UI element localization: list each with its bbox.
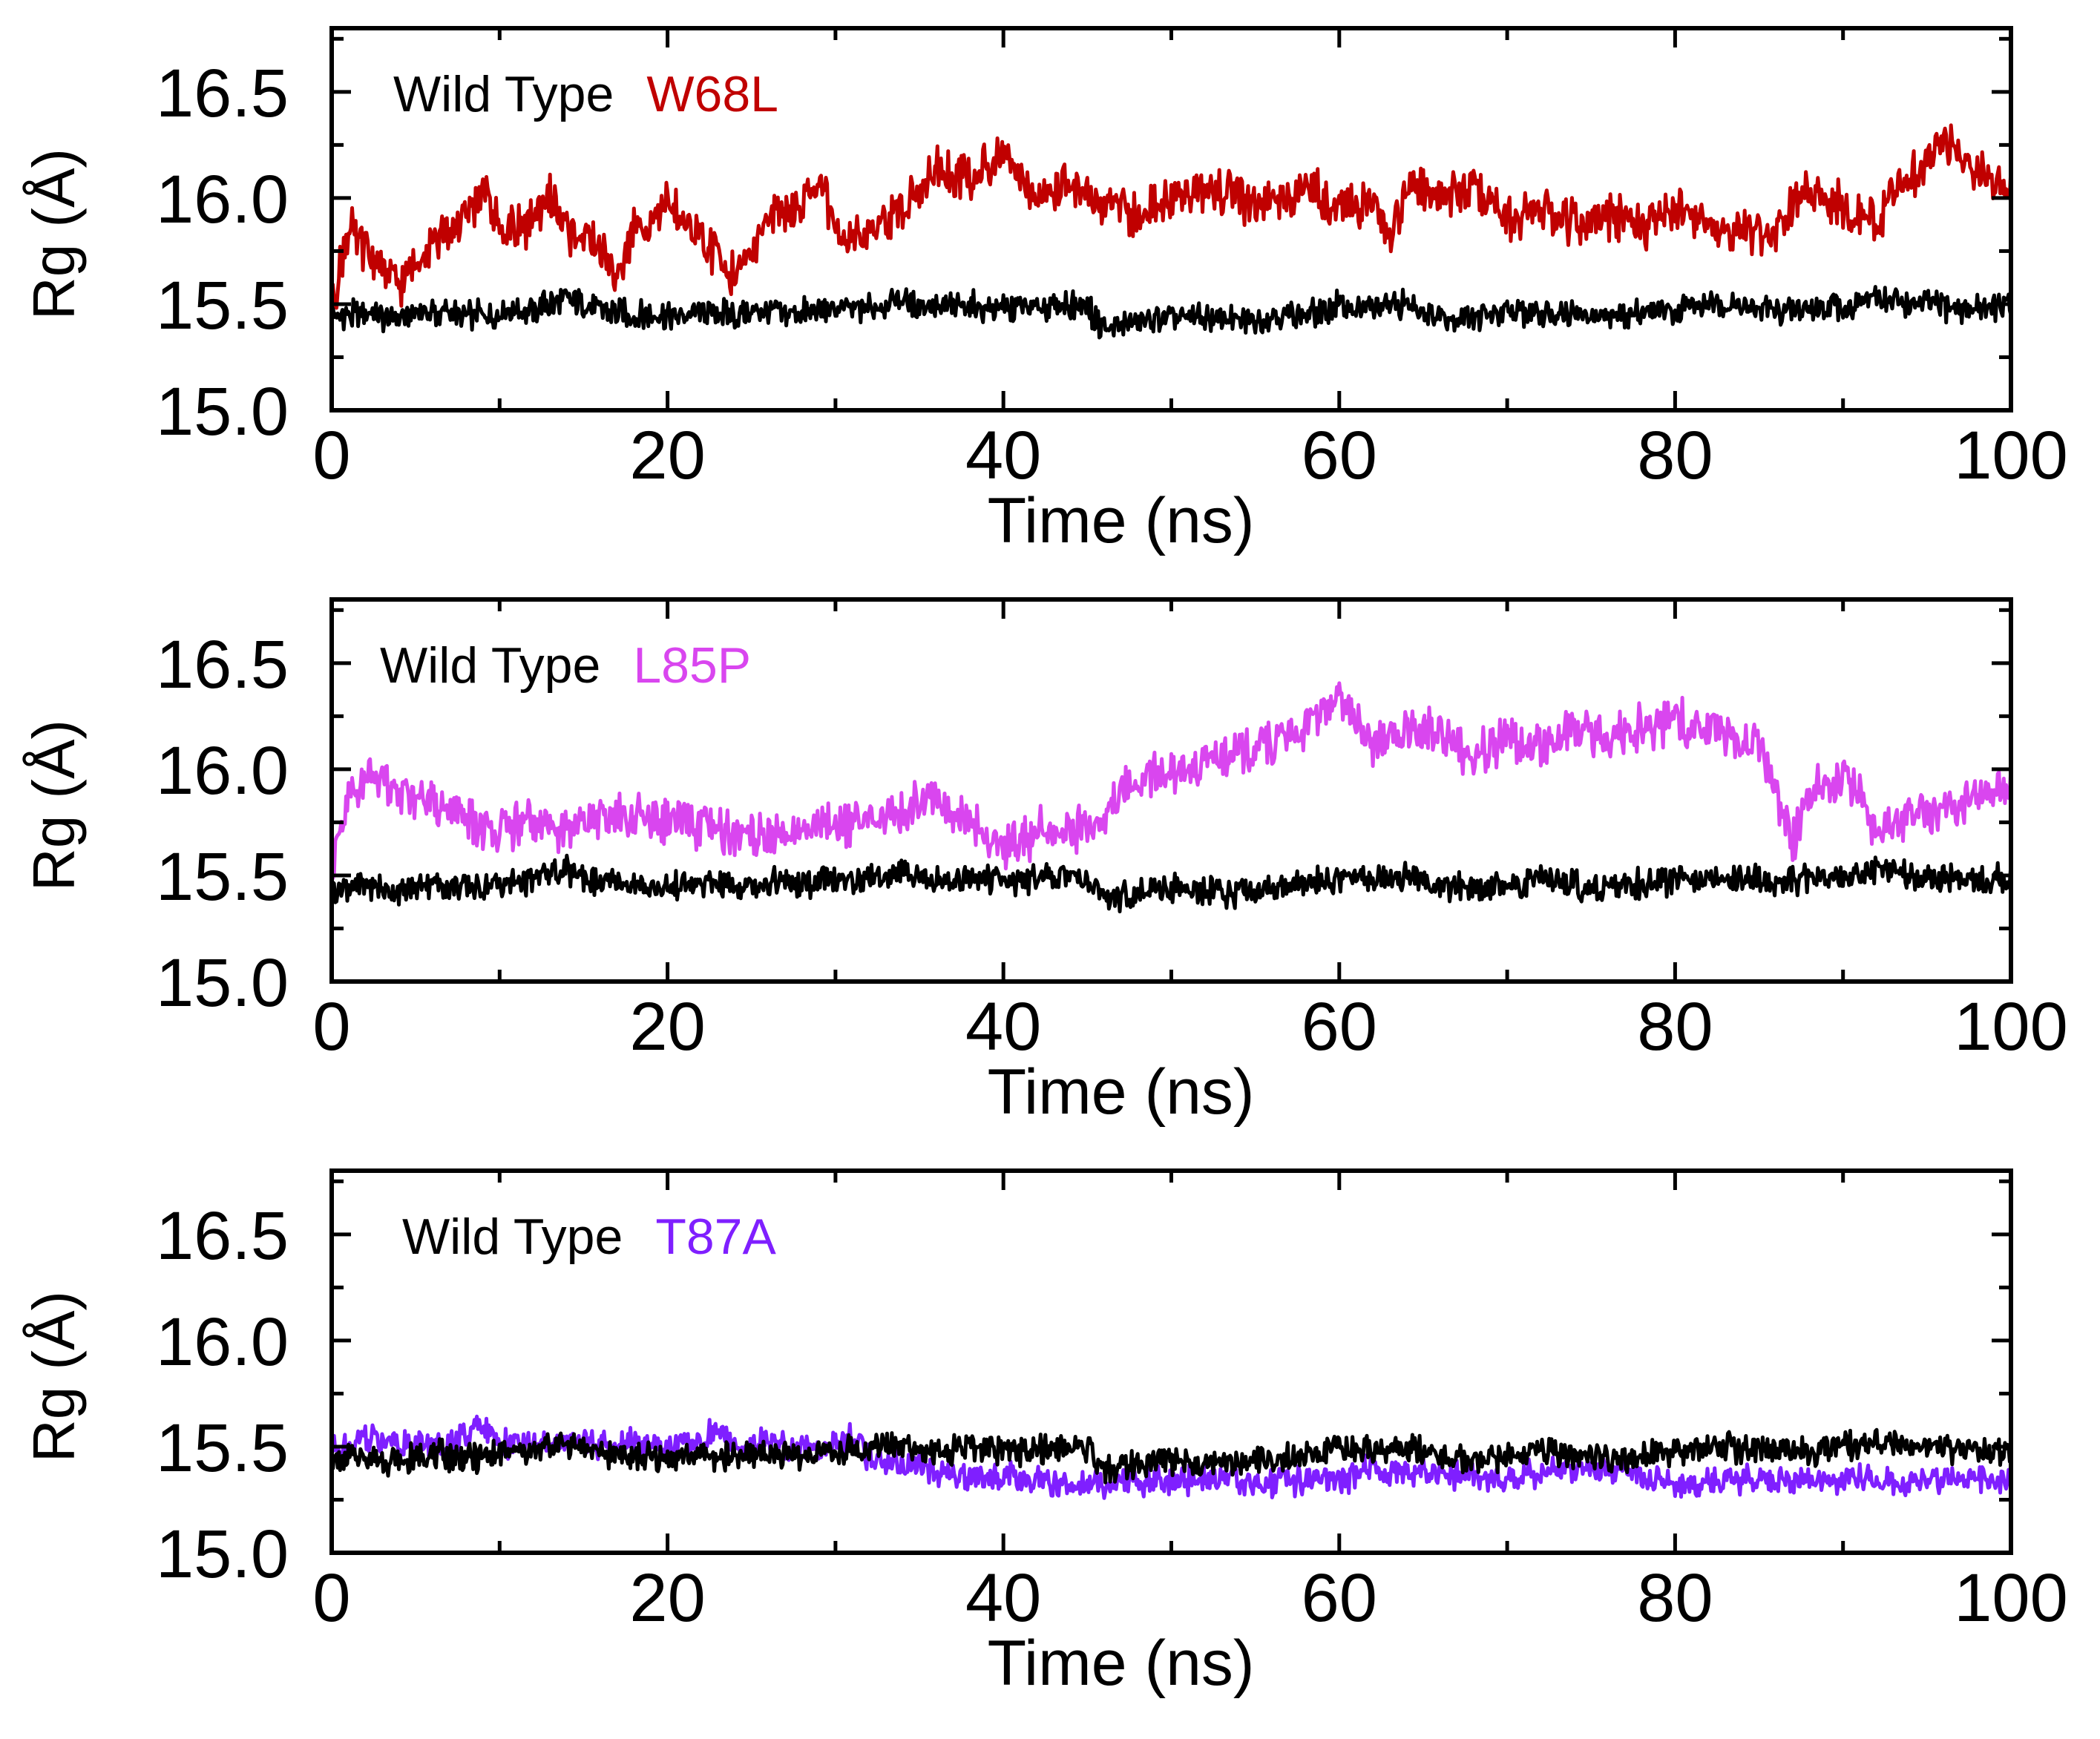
x-axis-label: Time (ns) [988, 1056, 1255, 1128]
x-tick-label: 0 [312, 1560, 350, 1636]
legend: Wild Type W68L [393, 66, 778, 122]
series-line-w68l [332, 123, 2011, 315]
y-tick-label: 15.0 [156, 374, 289, 450]
series-line-wild-type [332, 1427, 2011, 1485]
y-tick-label: 15.5 [156, 268, 289, 343]
x-tick-label: 100 [1954, 418, 2068, 493]
y-axis-label: Rg (Å) [21, 720, 87, 891]
y-tick-label: 15.0 [156, 1516, 289, 1592]
x-tick-label: 100 [1954, 1560, 2068, 1636]
x-tick-label: 40 [965, 1560, 1041, 1636]
y-tick-label: 15.5 [156, 1410, 289, 1486]
series-line-wild-type [332, 285, 2011, 340]
legend-label-mutant: L85P [633, 637, 751, 694]
y-tick-label: 16.5 [156, 1198, 289, 1274]
x-tick-label: 0 [312, 418, 350, 493]
legend: Wild Type L85P [380, 637, 751, 694]
series-line-l85p [332, 681, 2011, 881]
y-tick-label: 16.0 [156, 162, 289, 237]
y-tick-label: 16.0 [156, 1304, 289, 1380]
x-tick-label: 60 [1302, 1560, 1377, 1636]
y-axis-label: Rg (Å) [21, 148, 87, 320]
x-tick-label: 80 [1637, 1560, 1713, 1636]
y-tick-label: 15.0 [156, 945, 289, 1021]
panel-2: 0 20 40 60 80 100 15.0 15.5 16.0 16.5 Time (ns) Rg … [21, 597, 2068, 1128]
y-tick-label: 16.5 [156, 56, 289, 131]
series-line-wild-type [332, 853, 2011, 914]
x-tick-label: 20 [629, 989, 705, 1065]
legend-label-wild-type: Wild Type [393, 66, 614, 122]
legend-label-mutant: W68L [646, 66, 778, 122]
legend-label-wild-type: Wild Type [380, 637, 600, 694]
y-tick-label: 16.0 [156, 733, 289, 809]
x-tick-label: 40 [965, 989, 1041, 1065]
x-tick-label: 20 [629, 1560, 705, 1636]
legend-label-mutant: T87A [655, 1209, 776, 1265]
x-tick-label: 40 [965, 418, 1041, 493]
x-axis-label: Time (ns) [988, 485, 1255, 556]
y-tick-label: 15.5 [156, 839, 289, 915]
x-tick-label: 80 [1637, 418, 1713, 493]
legend: Wild Type T87A [402, 1209, 776, 1265]
x-axis-label: Time (ns) [988, 1628, 1255, 1699]
panel-3: 0 20 40 60 80 100 15.0 15.5 16.0 16.5 Time (ns) Rg … [21, 1168, 2068, 1699]
x-tick-label: 20 [629, 418, 705, 493]
x-tick-label: 100 [1954, 989, 2068, 1065]
y-axis-label: Rg (Å) [21, 1291, 87, 1462]
y-tick-label: 16.5 [156, 627, 289, 703]
x-tick-label: 60 [1302, 418, 1377, 493]
x-tick-label: 0 [312, 989, 350, 1065]
x-tick-label: 60 [1302, 989, 1377, 1065]
legend-label-wild-type: Wild Type [402, 1209, 623, 1265]
x-tick-label: 80 [1637, 989, 1713, 1065]
panel-1: 0 20 40 60 80 100 15.0 15.5 16.0 16.5 Time (ns) Rg … [21, 26, 2068, 556]
